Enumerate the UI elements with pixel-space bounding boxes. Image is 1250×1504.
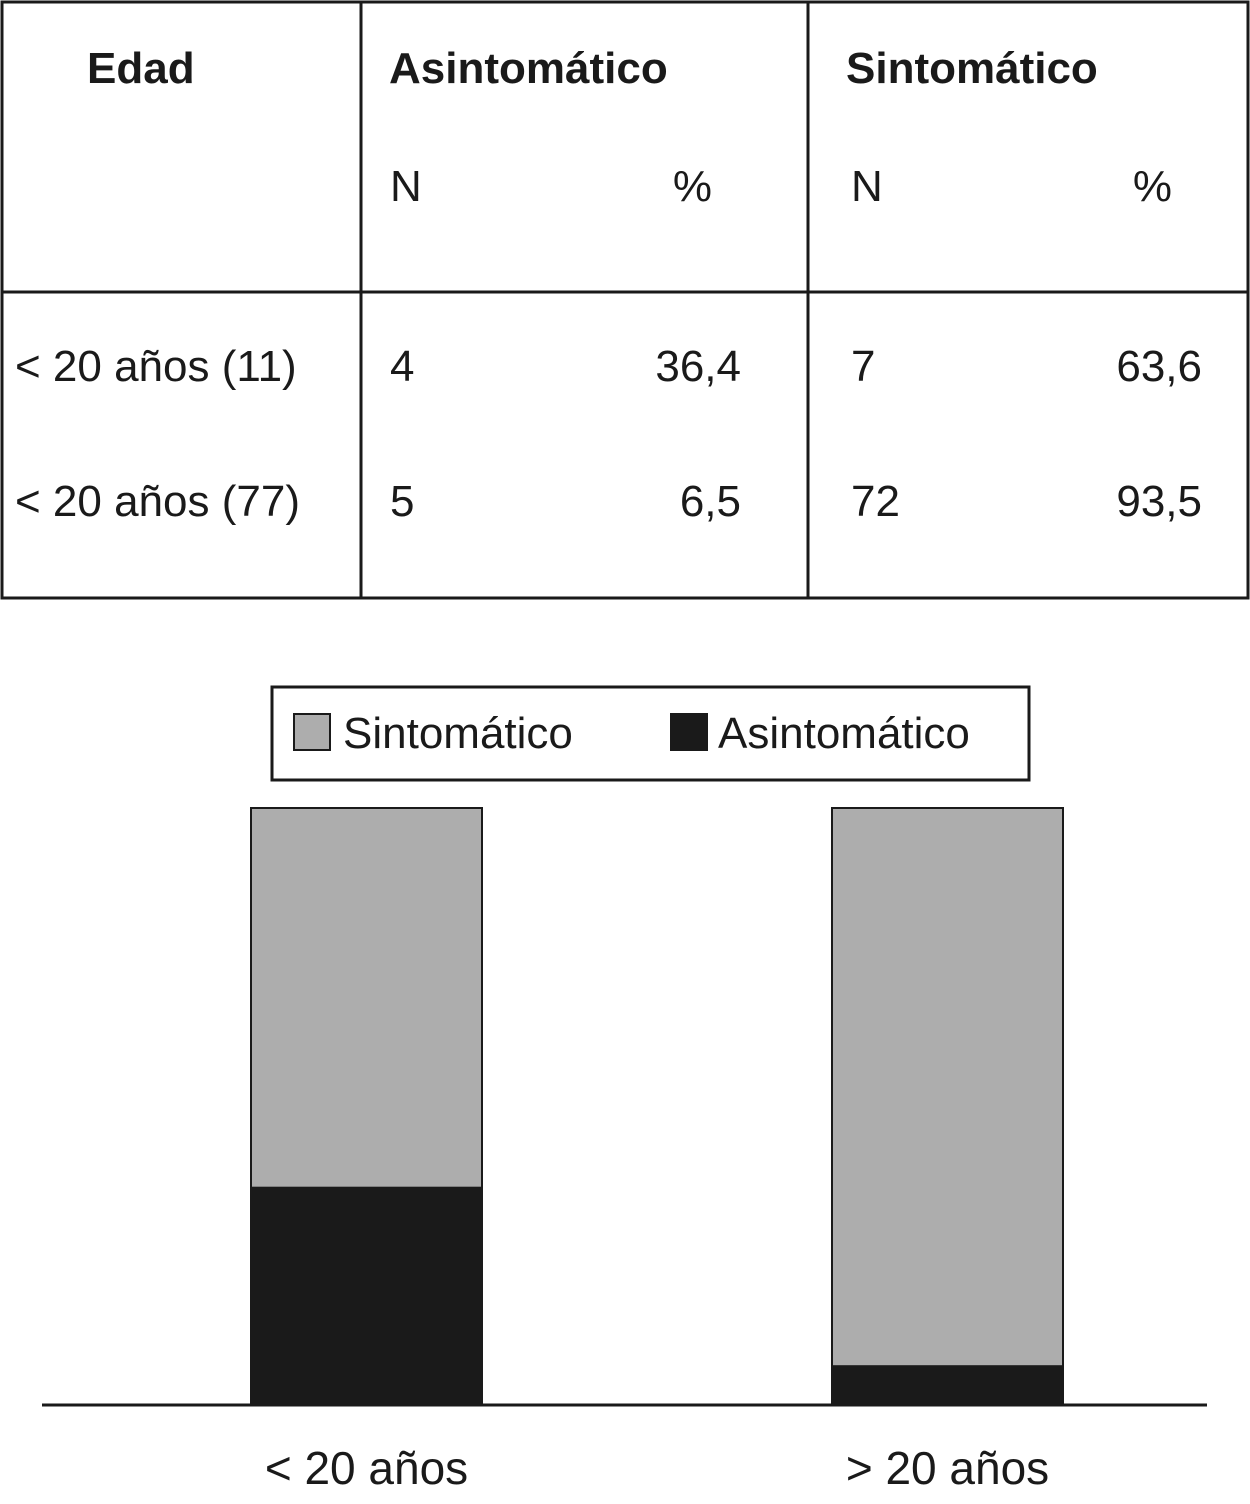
legend-label: Sintomático [343,709,573,758]
table-cell: 7 [851,342,875,391]
header-cell: Edad [87,44,195,93]
legend-label: Asintomático [718,709,970,758]
x-tick-label: > 20 años [846,1442,1049,1494]
table-cell: < 20 años (11) [15,342,297,391]
subheader-cell: % [1133,162,1172,211]
legend-swatch [670,713,708,751]
table-cell: < 20 años (77) [15,477,300,526]
table-cell: 63,6 [1116,342,1202,391]
bar-segment [831,807,1064,1368]
table-cell: 93,5 [1116,477,1202,526]
x-tick-label: < 20 años [265,1442,468,1494]
table-cell: 72 [851,477,900,526]
subheader-cell: N [390,162,422,211]
table-cell: 36,4 [655,342,741,391]
header-cell: Asintomático [389,44,668,93]
table-cell: 6,5 [680,477,741,526]
table-cell: 5 [390,477,414,526]
subheader-cell: % [673,162,712,211]
legend-box [270,685,1031,782]
legend-swatch [293,713,331,751]
bar-segment [831,1365,1064,1406]
bar-segment [250,1186,483,1407]
table-border [0,0,1250,600]
header-cell: Sintomático [846,44,1098,93]
bar-segment [250,807,483,1189]
table-cell: 4 [390,342,414,391]
subheader-cell: N [851,162,883,211]
